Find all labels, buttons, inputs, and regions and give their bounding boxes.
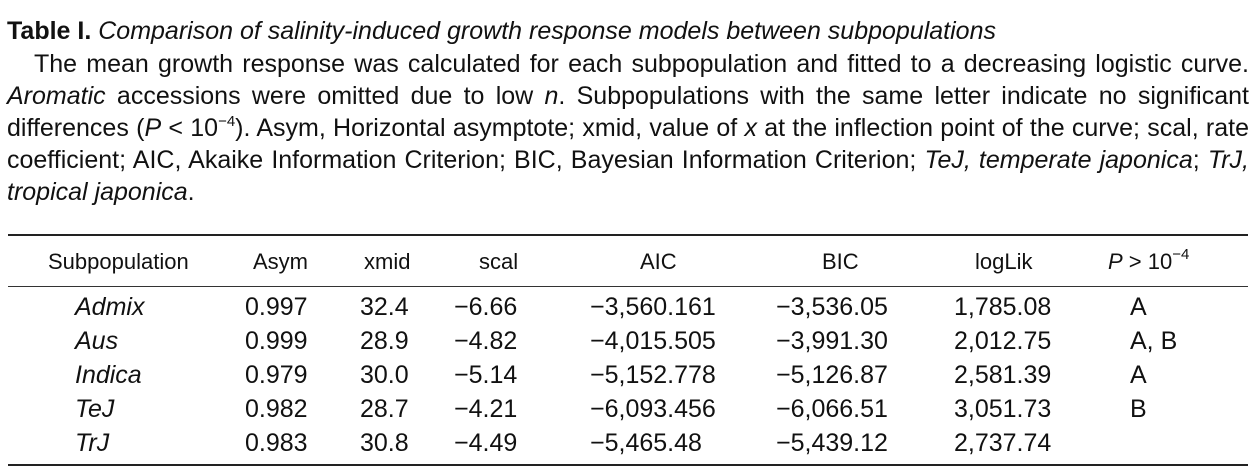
header-xmid: xmid <box>364 249 411 274</box>
table-body: Admix 0.997 32.4 −6.66 −3,560.161 −3,536… <box>8 287 1248 464</box>
cell-aic: −5,152.778 <box>590 361 716 389</box>
cell-bic: −6,066.51 <box>776 395 888 423</box>
cell-aic: −5,465.48 <box>590 429 702 457</box>
cell-significance: A, B <box>1130 327 1178 355</box>
cell-xmid: 30.8 <box>360 429 409 457</box>
table-row: TrJ 0.983 30.8 −4.49 −5,465.48 −5,439.12… <box>8 426 1248 460</box>
cell-bic: −5,126.87 <box>776 361 888 389</box>
header-aic: AIC <box>640 249 677 274</box>
cell-bic: −3,991.30 <box>776 327 888 355</box>
cell-significance: A <box>1130 293 1147 321</box>
cell-loglik: 2,737.74 <box>954 429 1052 457</box>
header-subpopulation: Subpopulation <box>48 249 189 274</box>
cell-aic: −3,560.161 <box>590 293 716 321</box>
cell-xmid: 28.7 <box>360 395 409 423</box>
cell-asym: 0.997 <box>245 293 308 321</box>
header-scal: scal <box>479 249 519 274</box>
table-row: Aus 0.999 28.9 −4.82 −4,015.505 −3,991.3… <box>8 324 1248 358</box>
cell-scal: −4.49 <box>454 429 518 457</box>
cell-xmid: 32.4 <box>360 293 409 321</box>
cell-subpopulation: Aus <box>75 327 119 355</box>
cell-asym: 0.999 <box>245 327 308 355</box>
table-header-row: Subpopulation Asym xmid scal AIC BIC log… <box>8 236 1248 287</box>
header-p-rest: > 10 <box>1122 249 1173 274</box>
desc-n: n <box>544 82 559 110</box>
cell-significance: B <box>1130 395 1147 423</box>
cell-scal: −6.66 <box>454 293 518 321</box>
table-caption: Table I. Comparison of salinity-induced … <box>7 14 1249 208</box>
header-p-threshold: P > 10−4 <box>1108 236 1189 288</box>
cell-bic: −5,439.12 <box>776 429 888 457</box>
table-row: Admix 0.997 32.4 −6.66 −3,560.161 −3,536… <box>8 290 1248 324</box>
results-table: Subpopulation Asym xmid scal AIC BIC log… <box>8 234 1248 466</box>
cell-subpopulation: Admix <box>75 293 145 321</box>
desc-text: at the inflection point of the curve; sc… <box>7 114 1249 174</box>
cell-subpopulation: TeJ <box>75 395 115 423</box>
desc-trj: TrJ, tropical japonica <box>7 146 1249 206</box>
desc-text: The mean growth response was calculated … <box>34 50 1249 78</box>
desc-p-var: P <box>144 114 162 142</box>
cell-asym: 0.979 <box>245 361 308 389</box>
cell-asym: 0.982 <box>245 395 308 423</box>
header-p-var: P <box>1108 249 1123 274</box>
cell-bic: −3,536.05 <box>776 293 888 321</box>
cell-scal: −4.21 <box>454 395 518 423</box>
header-asym: Asym <box>253 249 308 274</box>
desc-aromatic: Aromatic <box>7 82 106 110</box>
desc-exponent: −4 <box>218 113 236 130</box>
table-row: TeJ 0.982 28.7 −4.21 −6,093.456 −6,066.5… <box>8 392 1248 426</box>
table-label: Table I. <box>7 17 92 45</box>
desc-text: . <box>187 178 195 206</box>
cell-scal: −4.82 <box>454 327 518 355</box>
cell-loglik: 2,581.39 <box>954 361 1052 389</box>
desc-text: . Subpopulations with the same letter in… <box>7 82 1249 142</box>
header-bic: BIC <box>822 249 859 274</box>
cell-subpopulation: TrJ <box>75 429 110 457</box>
cell-xmid: 28.9 <box>360 327 409 355</box>
cell-scal: −5.14 <box>454 361 518 389</box>
header-loglik: logLik <box>975 249 1033 274</box>
caption-description: The mean growth response was calculated … <box>7 48 1249 208</box>
header-p-exponent: −4 <box>1172 246 1190 263</box>
table-title: Comparison of salinity-induced growth re… <box>98 17 996 45</box>
cell-loglik: 1,785.08 <box>954 293 1052 321</box>
cell-loglik: 3,051.73 <box>954 395 1052 423</box>
cell-significance: A <box>1130 361 1147 389</box>
desc-text: accessions were omitted due to low <box>105 82 545 110</box>
cell-asym: 0.983 <box>245 429 308 457</box>
cell-subpopulation: Indica <box>75 361 142 389</box>
cell-loglik: 2,012.75 <box>954 327 1052 355</box>
desc-text: ). Asym, Horizontal asymptote; xmid, val… <box>235 114 745 142</box>
caption-title-line: Table I. Comparison of salinity-induced … <box>7 14 1249 48</box>
desc-tej: TeJ, temperate japonica <box>924 146 1193 174</box>
cell-xmid: 30.0 <box>360 361 409 389</box>
desc-text: ; <box>1192 146 1208 174</box>
table-row: Indica 0.979 30.0 −5.14 −5,152.778 −5,12… <box>8 358 1248 392</box>
desc-x: x <box>744 114 758 142</box>
cell-aic: −6,093.456 <box>590 395 716 423</box>
desc-text: < 10 <box>161 114 219 142</box>
cell-aic: −4,015.505 <box>590 327 716 355</box>
